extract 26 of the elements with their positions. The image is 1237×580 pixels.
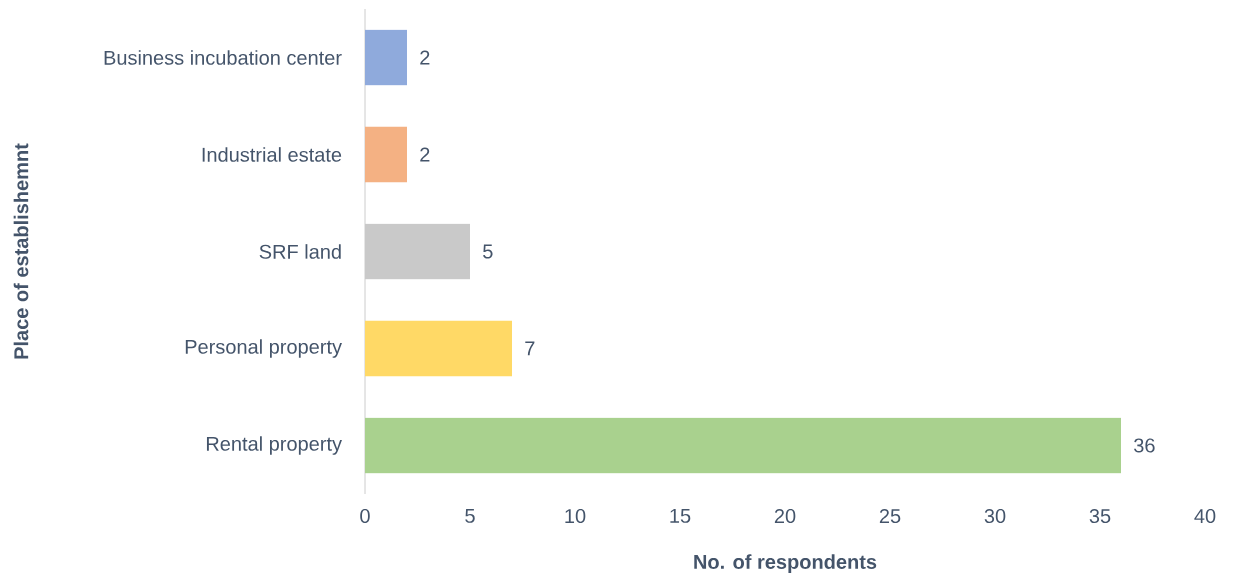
- y-tick-label: Personal property: [185, 339, 342, 358]
- bar: [365, 223, 471, 280]
- x-tick-label: 25: [879, 508, 901, 524]
- x-tick-label: 20: [774, 508, 796, 524]
- x-tick-label: 10: [565, 508, 586, 524]
- data-label: 2: [420, 147, 430, 162]
- x-tick-label: 40: [1194, 508, 1216, 524]
- x-tick-label: 35: [1089, 508, 1111, 524]
- x-axis-title: No. of respondents: [694, 554, 877, 573]
- y-tick-label: SRF land: [259, 244, 341, 259]
- x-tick-label: 0: [360, 508, 370, 524]
- y-tick-label: Rental property: [206, 436, 342, 455]
- data-label: 36: [1134, 438, 1155, 453]
- x-tick-label: 30: [984, 508, 1006, 524]
- y-axis-title: Place of establishemnt: [13, 143, 29, 359]
- x-tick-label: 5: [465, 508, 475, 523]
- y-tick-label: Business incubation center: [104, 50, 342, 65]
- bar: [365, 29, 408, 86]
- bar: [365, 126, 408, 183]
- data-label: 2: [420, 50, 430, 65]
- data-label: 7: [525, 341, 535, 356]
- x-tick-label: 15: [670, 508, 691, 523]
- y-tick-label: Industrial estate: [202, 147, 342, 162]
- bar: [365, 417, 1121, 474]
- bar: [365, 320, 513, 377]
- data-label: 5: [483, 244, 493, 259]
